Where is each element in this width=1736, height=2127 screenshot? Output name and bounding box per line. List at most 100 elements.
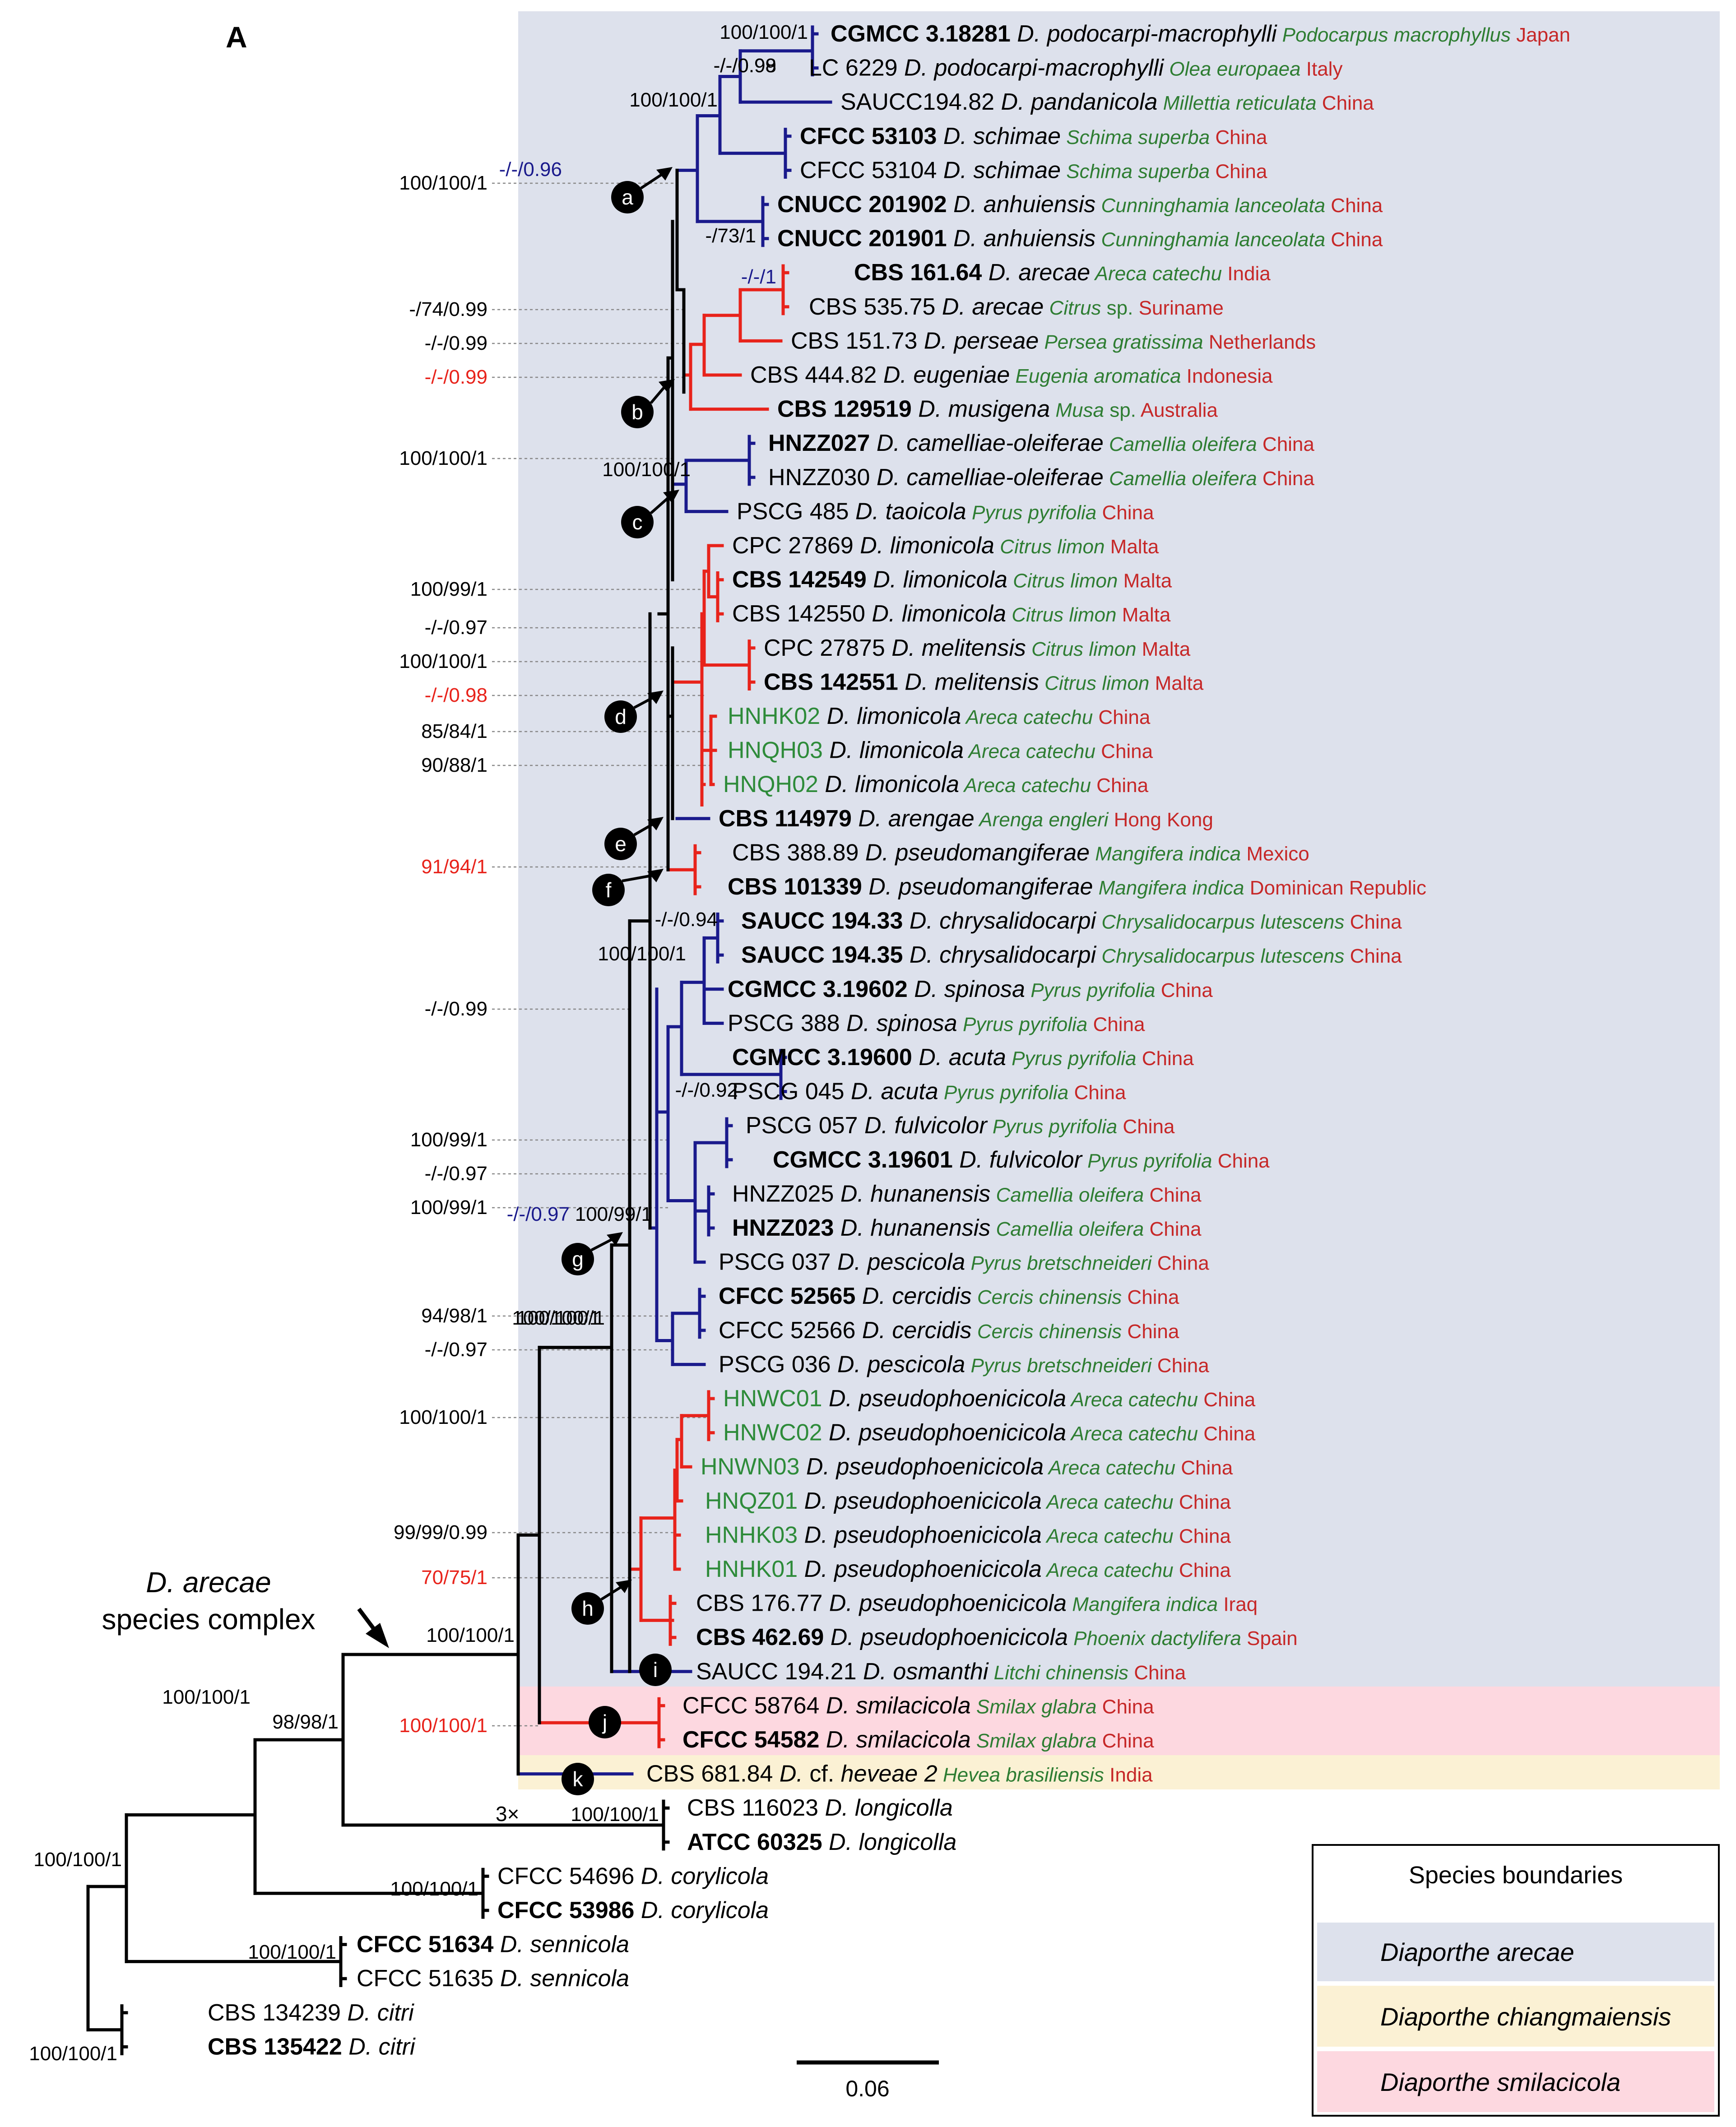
- taxon-species: D. melitensis: [898, 669, 1039, 695]
- taxon-species: D. hunanensis: [834, 1181, 990, 1207]
- taxon-label: SAUCC194.82 D. pandanicola Millettia ret…: [840, 89, 1374, 115]
- taxon-label: CFCC 54696 D. corylicola: [497, 1863, 769, 1889]
- support-value: 100/100/1: [399, 172, 487, 194]
- taxon-strain: PSCG 037: [719, 1249, 831, 1275]
- taxon-label: SAUCC 194.21 D. osmanthi Litchi chinensi…: [696, 1659, 1186, 1685]
- taxon-label: SAUCC 194.35 D. chrysalidocarpi Chrysali…: [741, 942, 1402, 968]
- support-value: 100/100/1: [248, 1941, 336, 1963]
- taxon-species: D. osmanthi: [857, 1659, 989, 1685]
- taxon-country: China: [1317, 92, 1374, 114]
- taxon-country: China: [1344, 911, 1402, 933]
- taxon-species: D. pseudophoenicicola: [822, 1386, 1067, 1412]
- legend-item-smilacicola: Diaporthe smilacicola: [1380, 2068, 1620, 2096]
- legend-title: Species boundaries: [1409, 1862, 1623, 1889]
- legend-swatch-smilacicola: [1317, 2051, 1714, 2112]
- support-value: -/-/1: [741, 266, 776, 288]
- taxon-species: D. pescicola: [831, 1351, 965, 1377]
- taxon-strain: CNUCC 201902: [777, 191, 947, 218]
- taxon-country: China: [1068, 1082, 1126, 1104]
- taxon-host: Pyrus pyrifolia: [1082, 1150, 1212, 1172]
- taxon-species: D. arecae: [982, 260, 1090, 286]
- taxon-country: China: [1096, 501, 1154, 524]
- taxon-species: D. pseudophoenicicola: [798, 1522, 1042, 1548]
- taxon-label: CBS 176.77 D. pseudophoenicicola Mangife…: [696, 1590, 1258, 1617]
- taxon-strain: CBS 129519: [777, 396, 912, 422]
- support-value: 94/98/1: [421, 1305, 487, 1327]
- taxon-host: Citrus limon: [1006, 604, 1117, 626]
- taxon-strain: CFCC 54582: [682, 1727, 819, 1753]
- support-value: 100/100/1: [629, 89, 718, 111]
- support-value: 100/100/1: [399, 447, 487, 469]
- taxon-species: D. camelliae-oleiferae: [870, 464, 1103, 491]
- taxon-species: D. pseudomangiferae: [862, 874, 1093, 900]
- node-marker-circle: [562, 1763, 594, 1795]
- taxon-strain: CBS 176.77: [696, 1590, 822, 1617]
- taxon-strain: HNQZ01: [705, 1488, 798, 1514]
- taxon-species: D. pseudophoenicicola: [798, 1556, 1042, 1582]
- taxon-species: D. pseudophoenicicola: [822, 1590, 1067, 1617]
- taxon-strain: CPC 27869: [732, 533, 854, 559]
- taxon-strain: CBS 462.69: [696, 1624, 824, 1650]
- taxon-strain: ATCC 60325: [687, 1829, 822, 1855]
- support-value: 70/75/1: [421, 1566, 487, 1589]
- taxon-species: D. eugeniae: [877, 362, 1010, 388]
- taxon-species: D. pseudomangiferae: [859, 839, 1090, 866]
- taxon-strain: HNZZ027: [768, 430, 870, 456]
- node-marker-circle: [611, 181, 644, 213]
- taxon-country: India: [1222, 263, 1271, 285]
- taxon-country: China: [1325, 229, 1383, 251]
- taxon-host: Pyrus bretschneideri: [965, 1354, 1152, 1376]
- node-marker-letter: a: [622, 185, 633, 209]
- taxon-species: D. perseae: [917, 328, 1039, 354]
- taxon-species: D. citri: [342, 2034, 416, 2060]
- taxon-label: HNWC02 D. pseudophoenicicola Areca catec…: [723, 1420, 1256, 1446]
- taxon-strain: HNHK01: [705, 1556, 798, 1582]
- taxon-strain: CGMCC 3.18281: [831, 21, 1011, 47]
- support-value: 98/98/1: [272, 1711, 339, 1733]
- taxon-host: Citrus limon: [1039, 672, 1150, 694]
- taxon-host: Areca catechu: [1042, 1491, 1174, 1513]
- support-value: 100/100/1: [162, 1686, 251, 1708]
- taxon-species: D. arecae: [935, 294, 1044, 320]
- node-marker-circle: [604, 828, 637, 860]
- taxon-strain: HNWC02: [723, 1420, 822, 1446]
- taxon-label: HNWN03 D. pseudophoenicicola Areca catec…: [701, 1454, 1233, 1480]
- taxon-host: Citrus limon: [1026, 638, 1137, 660]
- support-value: 100/99/1: [410, 1129, 487, 1151]
- taxon-strain: HNZZ030: [768, 464, 870, 491]
- taxon-label: CBS 161.64 D. arecae Areca catechu India: [854, 260, 1271, 286]
- taxon-host: Litchi chinensis: [988, 1662, 1128, 1684]
- taxon-label: CNUCC 201902 D. anhuiensis Cunninghamia …: [777, 191, 1383, 218]
- taxon-strain: CBS 116023: [687, 1795, 818, 1821]
- taxon-species: D. longicolla: [818, 1795, 953, 1821]
- taxon-country: Malta: [1117, 604, 1171, 626]
- taxon-host: Cunninghamia lanceolata: [1095, 229, 1325, 251]
- taxon-country: China: [1128, 1662, 1186, 1684]
- taxon-host: Phoenix dactylifera: [1068, 1627, 1241, 1650]
- node-marker-letter: h: [582, 1597, 594, 1620]
- panel-label: A: [226, 20, 247, 54]
- node-marker-letter: j: [602, 1710, 607, 1734]
- taxon-strain: CPC 27875: [764, 635, 885, 661]
- taxon-label: CFCC 52566 D. cercidis Cercis chinensis …: [719, 1317, 1179, 1344]
- marker-arrowhead: [659, 379, 675, 393]
- taxon-species: D. cercidis: [855, 1317, 971, 1344]
- taxon-label: PSCG 037 D. pescicola Pyrus bretschneide…: [719, 1249, 1209, 1275]
- taxon-country: China: [1210, 126, 1267, 148]
- taxon-species: D. melitensis: [885, 635, 1026, 661]
- taxon-strain: CBS 161.64: [854, 260, 982, 286]
- taxon-species: D. chrysalidocarpi: [903, 942, 1096, 968]
- taxon-host: Mangifera indica: [1067, 1594, 1218, 1616]
- taxon-strain: HNWC01: [723, 1386, 822, 1412]
- taxon-host: Citrus: [1044, 297, 1101, 319]
- taxon-strain: CBS 135422: [208, 2034, 342, 2060]
- taxon-country: China: [1156, 979, 1213, 1001]
- marker-arrowhead: [663, 490, 679, 503]
- taxon-country: Netherlands: [1203, 331, 1316, 353]
- taxon-strain: CFCC 58764: [682, 1692, 819, 1719]
- taxon-country: China: [1212, 1150, 1270, 1172]
- taxon-label: HNWC01 D. pseudophoenicicola Areca catec…: [723, 1386, 1256, 1412]
- taxon-species: D. spinosa: [840, 1010, 957, 1036]
- support-value: 100/99/1: [410, 578, 487, 600]
- marker-arrow: [633, 822, 655, 836]
